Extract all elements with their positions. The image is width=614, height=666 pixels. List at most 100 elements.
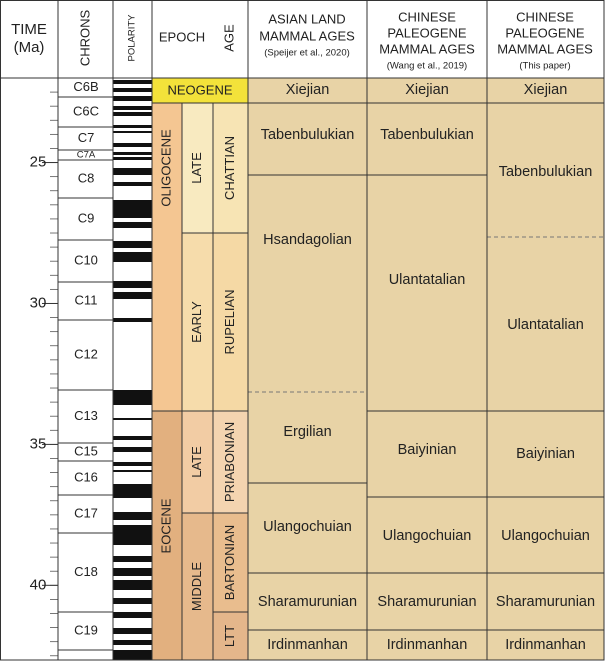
header-this: (This paper) [519, 61, 570, 72]
mammal-age: Tabenbulukian [499, 164, 593, 180]
polarity-band [113, 512, 152, 520]
header-this: PALEOGENE [505, 25, 585, 40]
subepoch-cell [182, 411, 213, 513]
polarity-band [113, 168, 152, 175]
y-tick-label: 40 [30, 576, 47, 593]
mammal-age: Sharamurunian [258, 594, 357, 610]
y-tick-label: 25 [30, 154, 47, 171]
mammal-age: Tabenbulukian [261, 127, 355, 143]
header-chrons: CHRONS [77, 10, 92, 67]
age: BARTONIAN [222, 525, 237, 600]
polarity-band [113, 612, 152, 618]
chron: C8 [78, 170, 95, 185]
age-cell [213, 233, 248, 411]
polarity-band [113, 281, 152, 288]
chron: C6C [73, 103, 99, 118]
mammal-age: Ulangochuian [501, 528, 590, 544]
chrons-bg [58, 78, 113, 660]
polarity-band [113, 143, 152, 147]
mammal-age: Xiejian [286, 82, 330, 98]
polarity-band [113, 96, 152, 101]
header-age: AGE [221, 24, 236, 52]
polarity-band [113, 462, 152, 466]
mammal-age: Ulantatalian [507, 317, 584, 333]
chron: C7 [78, 130, 95, 145]
polarity-band [113, 418, 152, 420]
epoch: NEOGENE [167, 82, 232, 97]
age-cell [213, 411, 248, 513]
polarity-band [113, 556, 152, 562]
subepoch-cell [182, 233, 213, 411]
header-wang: (Wang et al., 2019) [387, 61, 467, 72]
age: PRIABONIAN [222, 422, 237, 502]
age: LTT [222, 625, 237, 647]
polarity-band [113, 568, 152, 576]
y-tick-label: 30 [30, 294, 47, 311]
mammal-age: Irdinmanhan [505, 637, 586, 653]
polarity-band [113, 88, 152, 92]
header-asian: MAMMAL AGES [259, 28, 355, 43]
polarity-band [113, 252, 152, 262]
age: RUPELIAN [222, 289, 237, 354]
age-cell [213, 612, 248, 660]
chron: C18 [74, 564, 98, 579]
epoch-cell [152, 411, 182, 660]
epoch-cell [152, 103, 182, 411]
chron: C17 [74, 505, 98, 520]
header-this: CHINESE [516, 9, 574, 24]
mammal-age: Baiyinian [398, 442, 457, 458]
header-wang: PALEOGENE [387, 25, 467, 40]
polarity-band [113, 447, 152, 452]
epoch: OLIGOCENE [158, 129, 173, 207]
subepoch: LATE [189, 446, 204, 478]
mammal-age: Ulangochuian [383, 528, 472, 544]
subepoch-cell [182, 103, 213, 233]
polarity-band [113, 390, 152, 405]
mammal-age: Irdinmanhan [267, 637, 348, 653]
polarity-band [113, 484, 152, 498]
mammal-age: Ulantatalian [389, 272, 466, 288]
subepoch: EARLY [189, 301, 204, 343]
chron: C12 [74, 346, 98, 361]
header-epoch: EPOCH [159, 29, 205, 44]
polarity-band [113, 241, 152, 248]
age-cell [213, 513, 248, 612]
chron: C11 [75, 292, 98, 307]
chron: C15 [74, 443, 98, 458]
mammal-age: Sharamurunian [377, 594, 476, 610]
polarity-band [113, 131, 152, 133]
header-time: TIME [11, 21, 47, 38]
mammal-age: Ergilian [283, 424, 331, 440]
epoch: EOCENE [158, 498, 173, 553]
header-wang: MAMMAL AGES [379, 41, 475, 56]
chron: C6B [73, 79, 98, 94]
mammal-age: Ulangochuian [263, 519, 352, 535]
mammal-age: Irdinmanhan [387, 637, 468, 653]
subepoch: LATE [189, 152, 204, 184]
polarity-band [113, 436, 152, 440]
polarity-band [113, 598, 152, 604]
polarity-band [113, 200, 152, 218]
polarity-band [113, 640, 152, 645]
header-polarity: POLARITY [127, 14, 138, 62]
polarity-band [113, 112, 152, 116]
neogene [152, 78, 248, 103]
chron: C19 [74, 622, 98, 637]
mammal-age: Xiejian [405, 82, 449, 98]
polarity-band [113, 182, 152, 186]
polarity-band [113, 628, 152, 634]
polarity-band [113, 525, 152, 545]
mammal-age: Baiyinian [516, 446, 575, 462]
polarity-band [113, 318, 152, 322]
polarity-band [113, 222, 152, 228]
chron: C13 [74, 408, 98, 423]
chron: C7A [77, 150, 96, 161]
subepoch-cell [182, 513, 213, 660]
header-asian: (Speijer et al., 2020) [264, 48, 350, 59]
polarity-band [113, 125, 152, 128]
polarity-band [113, 106, 152, 110]
chron: C9 [78, 210, 95, 225]
mammal-age: Xiejian [524, 82, 568, 98]
subepoch: MIDDLE [189, 562, 204, 611]
